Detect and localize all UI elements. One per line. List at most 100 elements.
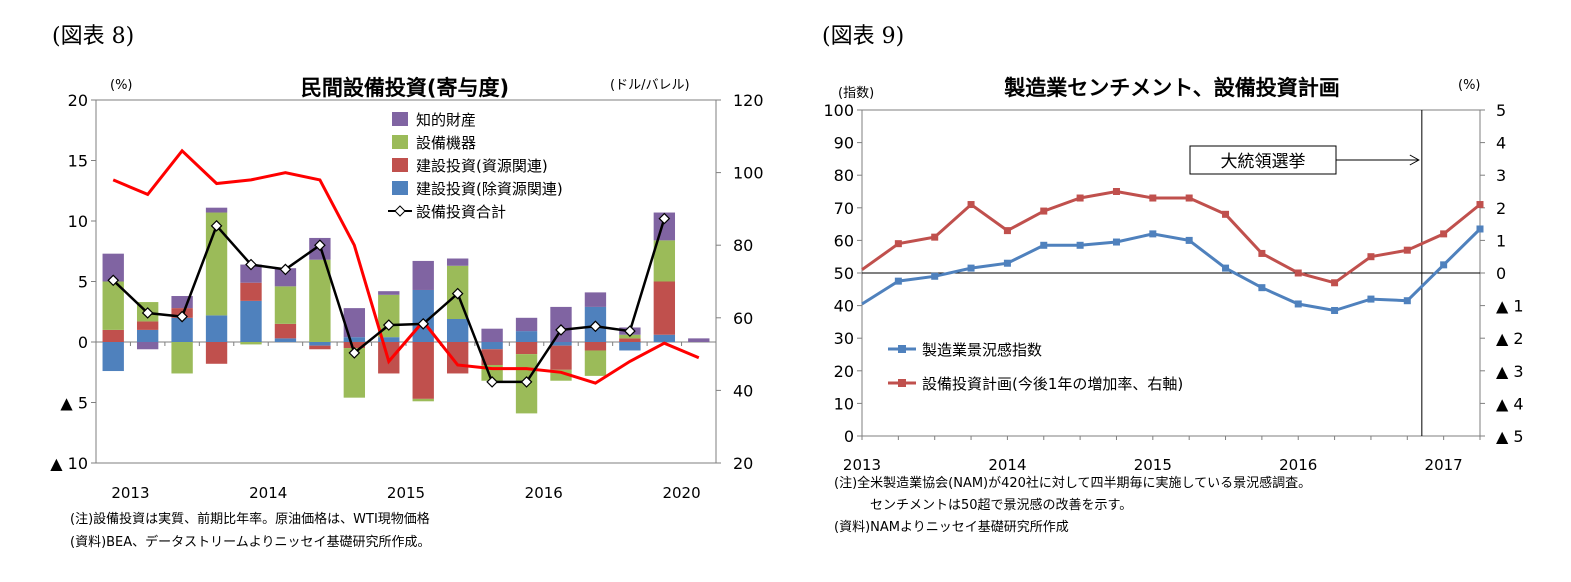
bar-segment xyxy=(619,338,641,342)
bar-segment xyxy=(240,342,262,345)
figure-label: (図表 8) xyxy=(52,24,135,49)
series-marker xyxy=(1149,230,1157,238)
annotation-label: 大統領選挙 xyxy=(1221,152,1306,172)
bar-segment xyxy=(412,260,434,290)
y-tick-label: 90 xyxy=(834,134,854,153)
y2-tick-label: 60 xyxy=(733,309,753,328)
bar-segment xyxy=(653,334,676,342)
series-marker xyxy=(967,264,975,272)
bar-segment xyxy=(378,337,400,342)
figure-label: (図表 9) xyxy=(822,24,905,49)
bar-segment xyxy=(274,323,297,339)
x-tick-label: 2015 xyxy=(1134,456,1172,474)
x-tick-label: 2017 xyxy=(1425,456,1463,474)
series-marker xyxy=(1185,236,1193,244)
y2-tick-label: 3 xyxy=(1496,166,1506,185)
chart-note: (注)全米製造業協会(NAM)が420社に対して四半期毎に実施している景況感調査… xyxy=(834,476,1312,491)
series-marker xyxy=(894,240,902,248)
bar-segment xyxy=(205,342,228,364)
series-marker xyxy=(1476,201,1484,209)
left-axis-unit: (%) xyxy=(110,78,133,93)
total-marker xyxy=(279,263,292,276)
bar-segment xyxy=(136,342,159,350)
series-line xyxy=(861,189,1481,285)
bar-segment xyxy=(343,348,366,398)
y-tick-label: 5 xyxy=(78,273,88,292)
y-tick-label: 60 xyxy=(834,231,854,250)
legend-label: 建設投資(除資源関連) xyxy=(416,180,563,198)
bar-segment xyxy=(240,264,262,283)
series-marker xyxy=(1403,246,1411,254)
bar-segment xyxy=(653,240,676,282)
y-tick-label: 20 xyxy=(834,362,854,381)
bar-segment xyxy=(136,321,159,330)
x-tick-label: 2015 xyxy=(387,484,425,502)
y2-tick-label: 20 xyxy=(733,454,753,473)
y-tick-label: 0 xyxy=(78,333,88,352)
y2-tick-label: ▲ 2 xyxy=(1496,329,1524,348)
bar-segment xyxy=(205,207,228,213)
series-marker xyxy=(1222,210,1230,218)
bar-segment xyxy=(515,317,538,332)
y2-tick-label: 80 xyxy=(733,236,753,255)
series-marker xyxy=(1112,238,1120,246)
series-marker xyxy=(1440,230,1448,238)
bar-segment xyxy=(481,342,503,350)
chart-title: 製造業センチメント、設備投資計画 xyxy=(1003,76,1340,100)
total-marker xyxy=(658,212,671,225)
y-tick-label: 50 xyxy=(834,264,854,283)
oil-price-line xyxy=(112,148,700,385)
total-marker xyxy=(624,325,636,337)
bar-segment xyxy=(205,315,228,342)
bar-segment xyxy=(274,268,297,287)
series-marker xyxy=(931,272,939,280)
y-tick-label: 70 xyxy=(834,199,854,218)
bar-segment xyxy=(309,342,331,346)
y-tick-label: ▲ 5 xyxy=(60,394,88,413)
bar-segment xyxy=(274,286,297,324)
total-marker xyxy=(520,376,533,388)
bar-segment xyxy=(412,398,434,402)
total-marker xyxy=(555,324,567,336)
y2-tick-label: 40 xyxy=(733,381,753,400)
series-marker xyxy=(1403,297,1411,305)
y2-tick-label: 4 xyxy=(1496,134,1506,153)
legend-swatch xyxy=(392,158,408,172)
plot-area xyxy=(95,99,717,464)
bar-segment xyxy=(550,369,572,381)
bar-segment xyxy=(412,342,434,399)
bar-segment xyxy=(515,331,538,342)
right-axis-unit: (%) xyxy=(1458,78,1481,93)
bar-segment xyxy=(378,294,400,338)
bar-segment xyxy=(309,259,331,342)
y2-tick-label: 2 xyxy=(1496,199,1506,218)
bar-segment xyxy=(240,300,262,342)
chart-source: (資料)BEA、データストリームよりニッセイ基礎研究所作成。 xyxy=(70,535,431,550)
total-marker xyxy=(141,307,154,319)
y-tick-label: 10 xyxy=(68,212,88,231)
bar-segment xyxy=(102,342,124,372)
series-marker xyxy=(1149,194,1157,202)
bar-segment xyxy=(171,342,193,374)
x-tick-label: 2013 xyxy=(843,456,881,474)
y-tick-label: 10 xyxy=(834,394,854,413)
bar-segment xyxy=(446,319,469,342)
y2-tick-label: 120 xyxy=(733,91,764,110)
y2-tick-label: 0 xyxy=(1496,264,1506,283)
bar-segment xyxy=(378,291,400,295)
manufacturing-sentiment-chart: 製造業センチメント、設備投資計画(指数)(%)10090807060504030… xyxy=(823,76,1524,474)
chart-source: (資料)NAMよりニッセイ基礎研究所作成 xyxy=(834,520,1069,535)
series-marker xyxy=(894,277,902,285)
bar-segment xyxy=(343,342,366,349)
bar-segment xyxy=(136,329,159,342)
x-tick-label: 2016 xyxy=(1279,456,1317,474)
bar-segment xyxy=(515,342,538,355)
series-marker xyxy=(1367,295,1375,303)
bar-segment xyxy=(343,308,366,338)
total-marker xyxy=(589,320,602,333)
legend-swatch xyxy=(392,112,408,126)
series-marker xyxy=(1076,241,1084,249)
bar-segment xyxy=(688,338,710,342)
total-marker xyxy=(245,258,257,271)
